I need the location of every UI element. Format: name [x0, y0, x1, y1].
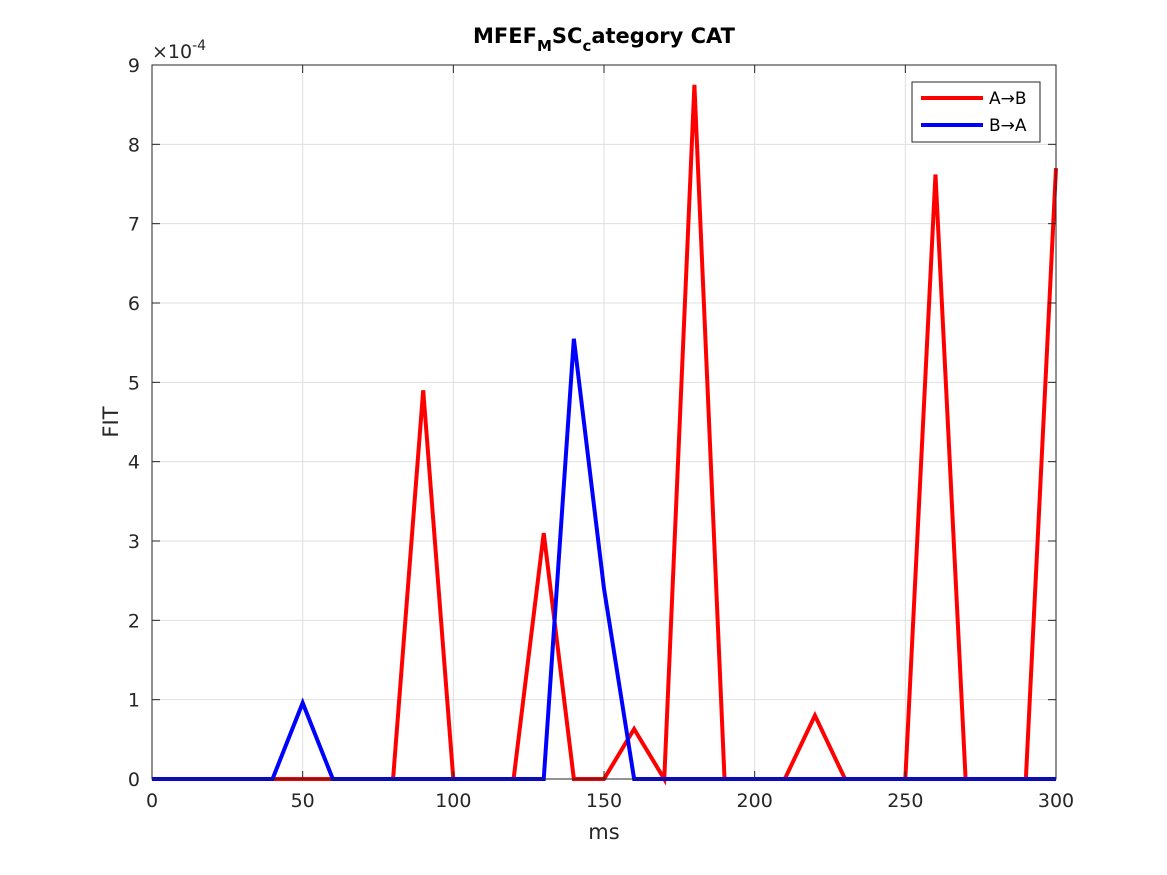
legend-box [911, 81, 1041, 143]
y-axis-label: FIT [99, 406, 123, 437]
x-tick-label: 0 [146, 790, 158, 812]
ticks: 0 50 100 150 200 250 300 0 1 2 3 4 5 6 7 8 9 [128, 55, 1074, 812]
y-tick-label: 2 [128, 610, 140, 632]
y-tick-label: 1 [128, 690, 140, 712]
x-axis-label: ms [588, 820, 619, 844]
y-exponent-label: ×10-4 [152, 38, 206, 63]
y-tick-label: 4 [128, 452, 140, 474]
x-tick-label: 200 [737, 790, 773, 812]
y-tick-label: 8 [128, 134, 140, 156]
x-tick-label: 100 [435, 790, 471, 812]
legend-label-b-to-a: B→A [989, 116, 1027, 136]
y-tick-label: 9 [128, 55, 140, 77]
x-tick-label: 250 [887, 790, 923, 812]
x-tick-label: 150 [586, 790, 622, 812]
x-tick-label: 50 [291, 790, 315, 812]
y-tick-label: 6 [128, 293, 140, 315]
chart-title: MFEFMSCcategory CAT [473, 24, 736, 55]
y-tick-label: 0 [128, 769, 140, 791]
x-tick-label: 300 [1038, 790, 1074, 812]
y-tick-label: 7 [128, 214, 140, 236]
y-tick-label: 5 [128, 372, 140, 394]
legend: A→B B→A [911, 81, 1041, 143]
legend-label-a-to-b: A→B [989, 89, 1027, 109]
y-tick-label: 3 [128, 531, 140, 553]
